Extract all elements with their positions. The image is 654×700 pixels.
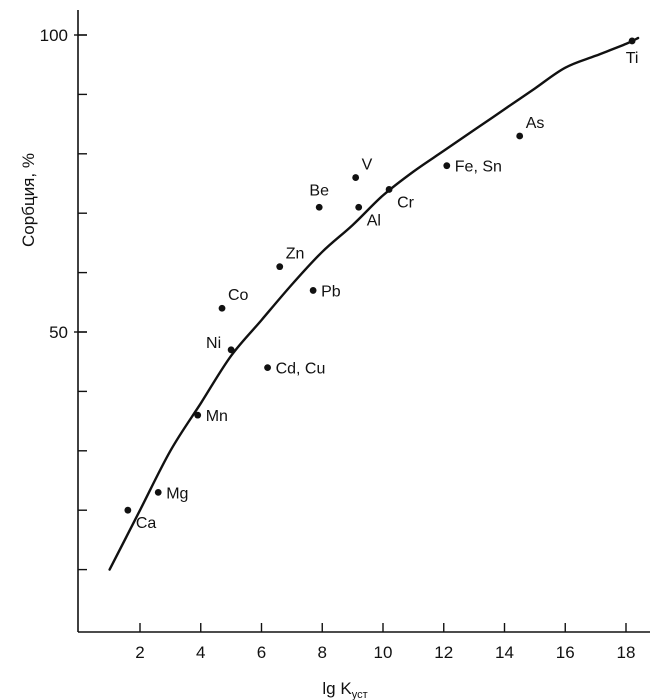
point-label-pb: Pb [321, 283, 341, 300]
x-tick-label: 16 [556, 643, 575, 662]
point-label-be: Be [309, 182, 329, 199]
data-point-al [355, 203, 363, 211]
data-point-be [315, 203, 323, 211]
data-point-ni [227, 346, 235, 354]
data-point-ca [124, 506, 132, 514]
point-label-fe-sn: Fe, Sn [455, 159, 502, 176]
data-point-fe-sn [443, 162, 451, 170]
fit-curve [108, 36, 640, 571]
x-axis-label-main: lg K [322, 679, 352, 698]
x-axis-label-sub: уст [352, 689, 368, 700]
x-tick-label: 12 [434, 643, 453, 662]
point-label-al: Al [367, 212, 381, 229]
x-tick-label: 6 [257, 643, 266, 662]
data-point-pb [309, 287, 317, 294]
point-label-mg: Mg [166, 485, 188, 502]
x-tick-label: 14 [495, 643, 514, 662]
x-tick-label: 10 [374, 643, 393, 662]
data-point-as [516, 132, 524, 140]
y-tick-label: 50 [49, 323, 68, 342]
data-point-mn [194, 411, 202, 419]
x-tick-label: 18 [617, 643, 636, 662]
point-label-cr: Cr [397, 194, 415, 211]
points-layer: Ca Mg Mn Ni Co Cd, Cu Zn Pb Be V Al Cr Fe, Sn As Ti [124, 37, 639, 532]
x-axis-label: lg Kуст [322, 679, 367, 700]
data-point-co [218, 304, 226, 312]
point-label-as: As [526, 115, 545, 132]
data-point-zn [276, 263, 284, 271]
point-label-ti: Ti [626, 50, 639, 67]
data-point-v [352, 174, 360, 181]
point-label-ca: Ca [136, 515, 157, 532]
point-label-co: Co [228, 287, 249, 304]
x-tick-label: 2 [135, 643, 144, 662]
point-label-v: V [362, 157, 373, 174]
y-tick-label: 100 [40, 26, 68, 45]
data-point-cr [385, 186, 393, 193]
point-label-cd-cu: Cd, Cu [276, 361, 326, 378]
data-point-ti [628, 37, 636, 45]
data-point-mg [154, 488, 162, 496]
x-tick-label: 8 [318, 643, 327, 662]
data-point-cd-cu [264, 364, 271, 372]
point-label-zn: Zn [286, 246, 305, 263]
x-tick-label: 4 [196, 643, 205, 662]
y-axis-label: Сорбция, % [19, 153, 38, 247]
curve-layer [108, 36, 640, 571]
point-label-ni: Ni [206, 335, 221, 352]
point-label-mn: Mn [206, 408, 228, 425]
axes: 50 100 2 4 6 8 10 12 14 16 18 [40, 10, 650, 662]
